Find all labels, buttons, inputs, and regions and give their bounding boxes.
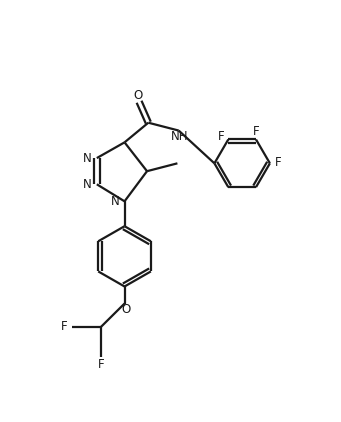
Text: N: N — [83, 178, 92, 191]
Text: O: O — [121, 303, 131, 316]
Text: F: F — [253, 125, 260, 138]
Text: F: F — [61, 320, 68, 333]
Text: O: O — [133, 89, 143, 103]
Text: N: N — [111, 195, 120, 208]
Text: F: F — [275, 156, 281, 168]
Text: NH: NH — [171, 130, 189, 143]
Text: N: N — [83, 151, 92, 165]
Text: F: F — [98, 358, 105, 371]
Text: F: F — [218, 130, 224, 143]
